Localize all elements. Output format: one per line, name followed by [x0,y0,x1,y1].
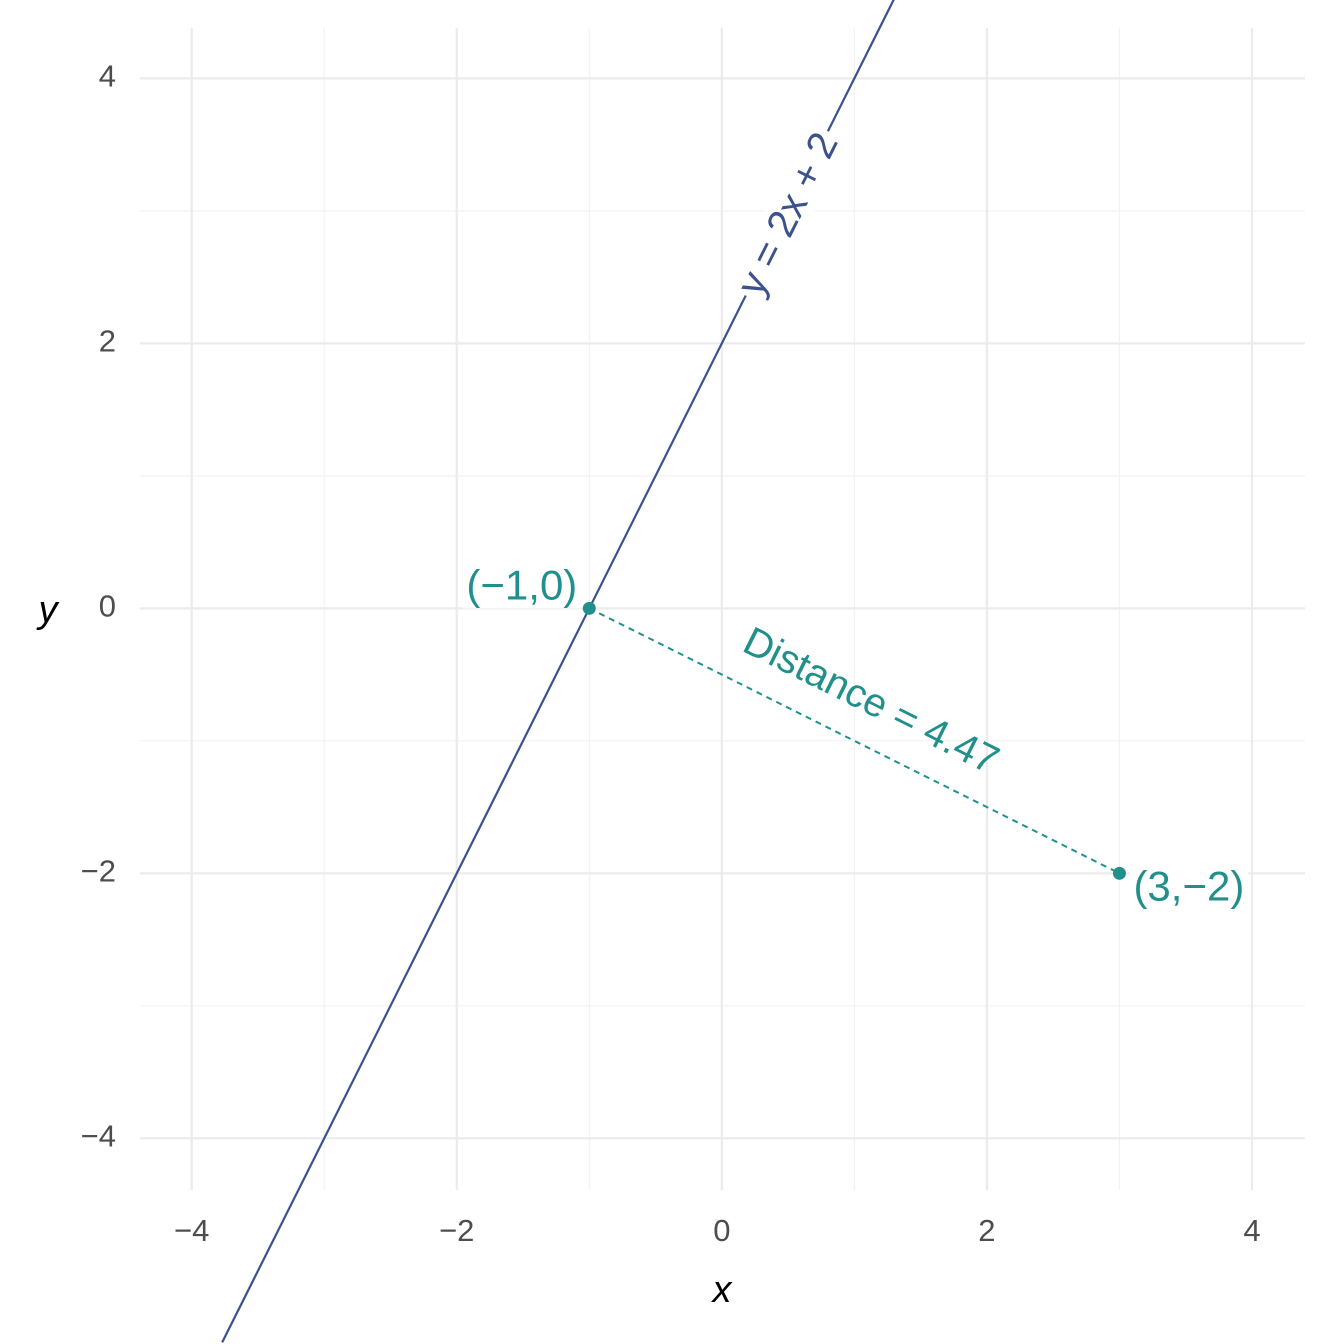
y-tick-label: −2 [81,854,116,889]
label-background [462,561,582,609]
distance-label-group: Distance = 4.47 [736,619,1005,783]
y-tick-label: −4 [81,1119,116,1154]
y-tick-label: 4 [99,59,116,94]
x-tick-label: 4 [1243,1213,1260,1248]
distance-label: Distance = 4.47 [736,619,1005,783]
x-tick-label: 0 [713,1213,730,1248]
x-tick-label: −4 [174,1213,209,1248]
line-label-group: y = 2x + 2 [727,121,849,306]
point-label-group: (3,−2) [1129,862,1249,910]
x-tick-label: 2 [978,1213,995,1248]
line-label: y = 2x + 2 [729,126,847,303]
x-axis-title: x [711,1269,734,1311]
point-label: (−1,0) [466,561,577,608]
label-background [1129,862,1249,910]
point [1112,866,1126,880]
point-label: (3,−2) [1133,862,1244,909]
y-axis-title: y [36,589,60,631]
label-background [727,121,849,306]
point-label-group: (−1,0) [462,561,582,609]
y-tick-label: 2 [99,324,116,359]
x-tick-label: −2 [439,1213,474,1248]
y-tick-label: 0 [99,589,116,624]
point [582,601,596,615]
